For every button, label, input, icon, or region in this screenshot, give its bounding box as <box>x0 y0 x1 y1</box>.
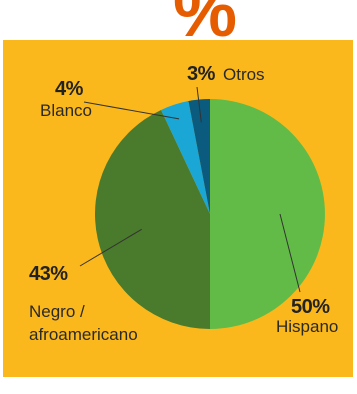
slice-negro-label-line2: afroamericano <box>29 325 138 344</box>
slice-otros-label: Otros <box>223 65 265 84</box>
leader-line-hispano <box>279 213 301 293</box>
slice-negro-label-line1: Negro / <box>29 302 85 321</box>
leader-line-blanco <box>83 101 180 120</box>
slice-hispano-percent: 50% <box>291 296 330 318</box>
slice-negro-percent: 43% <box>29 263 68 285</box>
slice-blanco-label: Blanco <box>40 101 92 120</box>
leader-line-otros <box>196 86 202 123</box>
pie-slices <box>94 99 325 329</box>
slice-blanco-percent: 4% <box>55 78 84 100</box>
pie-slice-blanco <box>161 101 210 214</box>
leader-line-negro <box>79 228 142 267</box>
slice-hispano-label: Hispano <box>276 317 338 336</box>
pie-slice-hispano <box>210 99 325 329</box>
leader-lines <box>79 86 301 293</box>
pie-slice-negro <box>94 109 210 329</box>
slice-otros-percent: 3% <box>187 63 216 85</box>
percent-symbol: % <box>173 0 237 52</box>
pie-slice-otros <box>188 99 210 214</box>
